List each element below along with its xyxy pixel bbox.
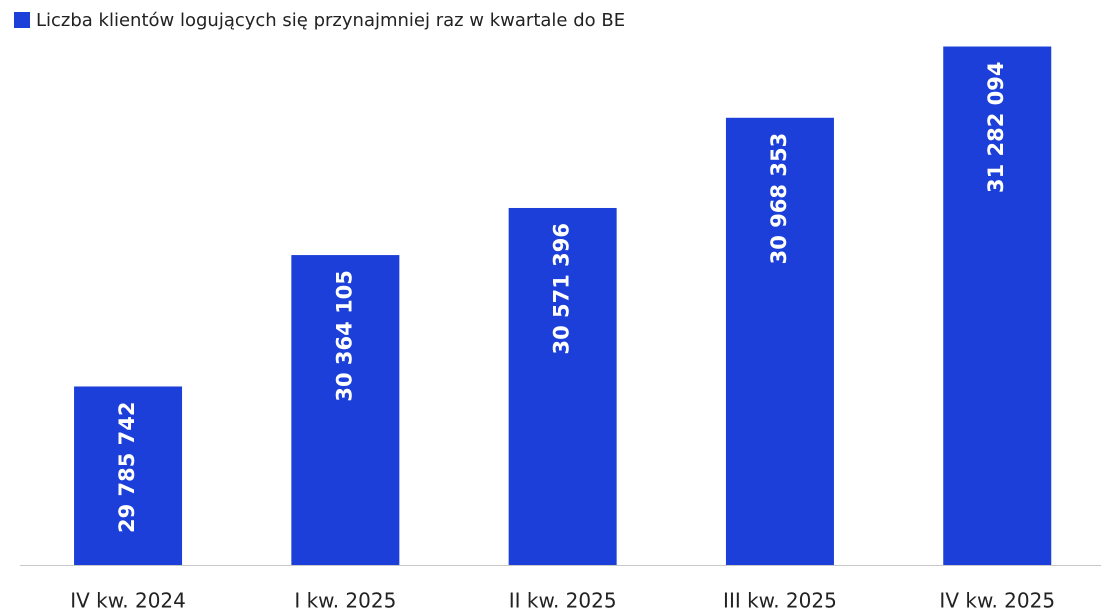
bar: [74, 386, 183, 565]
value-label: 30 364 105: [332, 270, 356, 402]
value-label: 30 571 396: [550, 223, 574, 355]
bar: [291, 255, 400, 565]
bar: [508, 207, 617, 566]
x-tick-label: I kw. 2025: [294, 589, 396, 613]
x-tick-label: III kw. 2025: [723, 589, 837, 613]
value-label: 30 968 353: [767, 133, 791, 265]
x-tick-label: II kw. 2025: [509, 589, 617, 613]
x-tick-label: IV kw. 2024: [70, 589, 186, 613]
value-label: 29 785 742: [115, 401, 139, 533]
bar: [943, 46, 1052, 566]
value-label: 31 282 094: [984, 62, 1008, 194]
x-tick-label: IV kw. 2025: [939, 589, 1055, 613]
legend-swatch: [14, 12, 30, 28]
bar: [725, 117, 834, 566]
legend-label: Liczba klientów logujących się przynajmn…: [36, 10, 625, 31]
